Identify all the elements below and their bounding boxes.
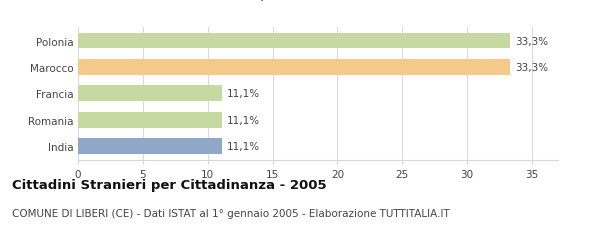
Bar — [78, 86, 222, 102]
Bar — [78, 33, 510, 49]
Bar — [78, 112, 222, 128]
Text: COMUNE DI LIBERI (CE) - Dati ISTAT al 1° gennaio 2005 - Elaborazione TUTTITALIA.: COMUNE DI LIBERI (CE) - Dati ISTAT al 1°… — [12, 208, 450, 218]
Text: 11,1%: 11,1% — [227, 89, 260, 99]
Bar — [78, 60, 510, 76]
Bar — [78, 139, 222, 154]
Text: 33,3%: 33,3% — [515, 63, 548, 73]
Text: 11,1%: 11,1% — [227, 115, 260, 125]
Text: 33,3%: 33,3% — [515, 36, 548, 46]
Legend: Europa, Africa, Asia: Europa, Africa, Asia — [223, 0, 365, 5]
Text: Cittadini Stranieri per Cittadinanza - 2005: Cittadini Stranieri per Cittadinanza - 2… — [12, 179, 326, 192]
Text: 11,1%: 11,1% — [227, 142, 260, 151]
